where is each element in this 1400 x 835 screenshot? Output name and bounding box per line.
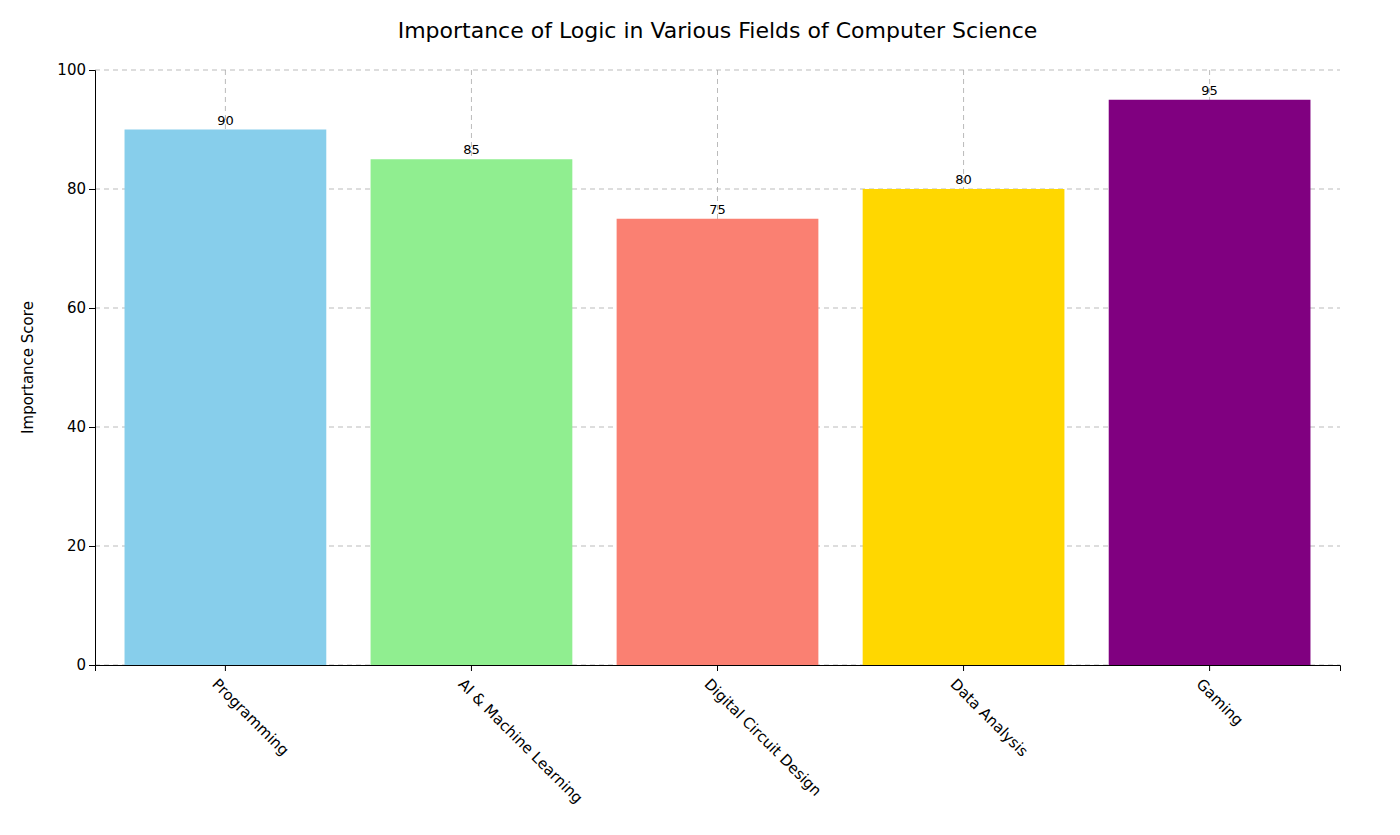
data-label: 90 xyxy=(217,113,234,128)
data-label: 75 xyxy=(709,202,726,217)
title: Importance of Logic in Various Fields of… xyxy=(398,18,1038,43)
tick-mark xyxy=(717,665,718,671)
axis-title: Importance Score xyxy=(19,301,37,434)
tick-label: 40 xyxy=(67,418,86,436)
tick-mark xyxy=(471,665,472,671)
tick-mark xyxy=(89,665,95,666)
tick-mark xyxy=(89,189,95,190)
tick: 80 xyxy=(67,180,95,198)
axis-line xyxy=(96,666,1341,672)
tick: Gaming xyxy=(1193,665,1247,729)
tick-mark xyxy=(1209,665,1210,671)
bar xyxy=(617,219,819,665)
tick: AI & Machine Learning xyxy=(455,665,587,807)
data-label: 85 xyxy=(463,142,480,157)
tick-label: Programming xyxy=(209,675,293,759)
tick-mark xyxy=(89,546,95,547)
tick: 100 xyxy=(57,61,95,79)
tick-label: 60 xyxy=(67,299,86,317)
data-labels: 90 85 75 80 95 xyxy=(217,83,1218,217)
tick: Programming xyxy=(209,665,293,759)
grid xyxy=(95,70,1340,665)
tick: 0 xyxy=(76,656,95,674)
tick-label: 20 xyxy=(67,537,86,555)
tick-label: Gaming xyxy=(1193,675,1247,729)
tick: Data Analysis xyxy=(947,665,1032,760)
tick-mark xyxy=(963,665,964,671)
tick-label: 80 xyxy=(67,180,86,198)
tick-mark xyxy=(225,665,226,671)
tick-label: Data Analysis xyxy=(947,675,1032,760)
y-axis: 0 20 40 60 80 100 xyxy=(57,61,95,674)
tick-mark xyxy=(89,308,95,309)
tick: Digital Circuit Design xyxy=(701,665,826,800)
data-label: 95 xyxy=(1201,83,1218,98)
tick: 60 xyxy=(67,299,95,317)
tick-label: Digital Circuit Design xyxy=(701,675,826,800)
tick-mark xyxy=(89,70,95,71)
tick-mark xyxy=(89,427,95,428)
tick-label: 100 xyxy=(57,61,86,79)
bar xyxy=(863,189,1065,665)
bar xyxy=(371,159,573,665)
chart: 90 85 75 80 95 0 20 40 60 80 100 Programming AI & Ma… xyxy=(0,0,1400,835)
tick: 20 xyxy=(67,537,95,555)
plot: 90 85 75 80 95 0 20 40 60 80 100 Programming AI & Ma… xyxy=(57,61,1340,807)
data-label: 80 xyxy=(955,172,972,187)
tick: 40 xyxy=(67,418,95,436)
bars xyxy=(125,100,1311,665)
bar xyxy=(125,130,327,666)
bar xyxy=(1109,100,1311,665)
tick-label: 0 xyxy=(76,656,86,674)
tick-label: AI & Machine Learning xyxy=(455,675,587,807)
x-axis: Programming AI & Machine Learning Digital … xyxy=(96,665,1341,807)
axis-line xyxy=(89,71,96,666)
